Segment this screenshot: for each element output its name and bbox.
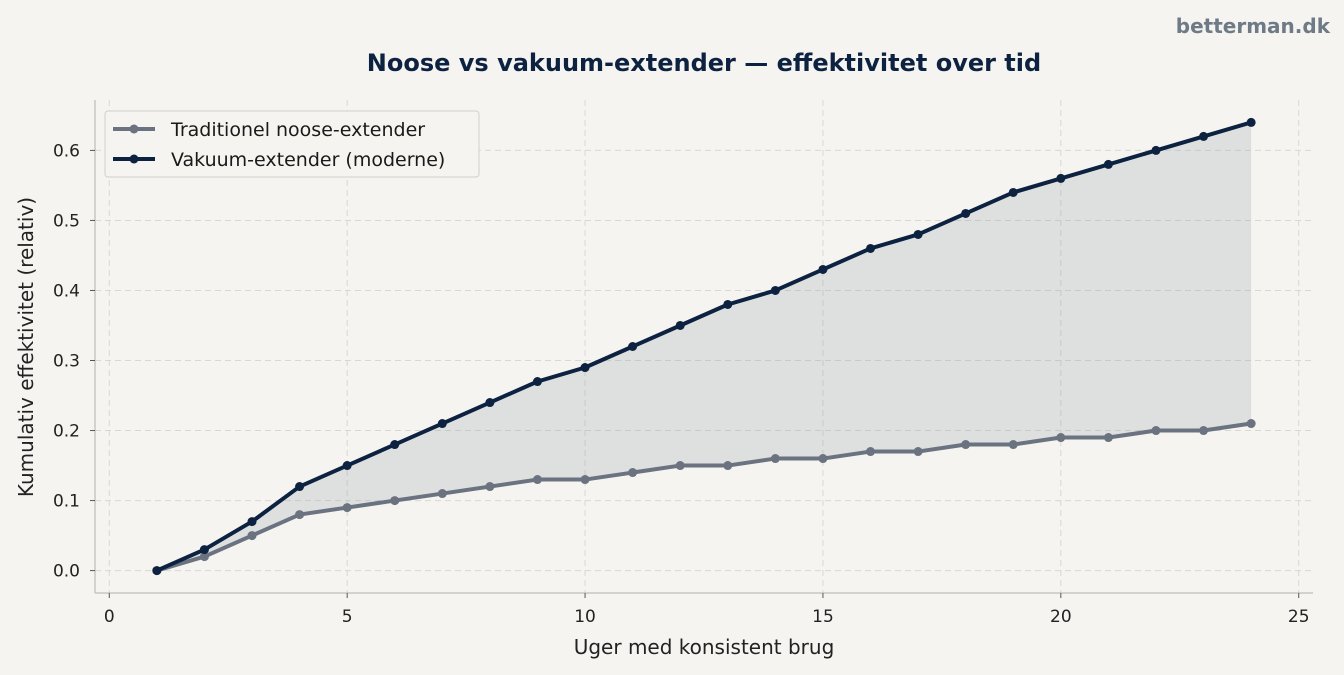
y-axis-ticks: 0.0 0.1 0.2 0.3 0.4 0.5 0.6 [53, 141, 95, 582]
y-tick-label: 0.4 [53, 281, 80, 301]
legend-marker-traditionel [129, 124, 139, 134]
data-point-traditionel [770, 454, 780, 464]
data-point-vakuum [1008, 187, 1018, 197]
series-line-vakuum [154, 120, 1254, 573]
legend-label-traditionel: Traditionel noose-extender [170, 119, 425, 141]
data-point-vakuum [199, 545, 209, 555]
data-point-vakuum [1103, 159, 1113, 169]
data-point-vakuum [1246, 117, 1256, 127]
data-point-traditionel [913, 447, 923, 457]
series-line-traditionel [154, 421, 1254, 573]
data-point-vakuum [342, 461, 352, 471]
data-point-traditionel [1199, 426, 1209, 436]
data-point-traditionel [628, 468, 638, 478]
x-tick-label: 0 [104, 607, 115, 627]
y-axis-label: Kumulativ effektivitet (relativ) [14, 197, 38, 497]
data-point-vakuum [532, 377, 542, 387]
data-point-vakuum [770, 285, 780, 295]
data-point-vakuum [1199, 131, 1209, 141]
y-tick-label: 0.1 [53, 492, 80, 512]
watermark: betterman.dk [1176, 14, 1331, 38]
y-tick-label: 0.3 [53, 352, 80, 372]
data-point-vakuum [485, 398, 495, 408]
data-point-vakuum [390, 440, 400, 450]
y-tick-label: 0.0 [53, 562, 80, 582]
data-point-vakuum [723, 299, 733, 309]
data-point-traditionel [437, 489, 447, 499]
data-point-traditionel [199, 552, 209, 562]
x-tick-label: 20 [1050, 607, 1072, 627]
data-point-vakuum [580, 363, 590, 373]
data-point-vakuum [295, 482, 305, 492]
y-tick-label: 0.6 [53, 141, 80, 161]
legend-box [104, 110, 480, 178]
data-point-traditionel [1151, 426, 1161, 436]
shaded-gap-area [156, 122, 1252, 571]
y-tick-label: 0.2 [53, 422, 80, 442]
data-point-traditionel [390, 496, 400, 506]
x-tick-label: 5 [342, 607, 353, 627]
data-point-vakuum [437, 419, 447, 429]
chart-title: Noose vs vakuum-extender — effektivitet … [367, 49, 1041, 77]
data-point-vakuum [628, 342, 638, 351]
data-point-traditionel [866, 447, 876, 457]
x-tick-label: 10 [574, 607, 596, 627]
data-point-traditionel [1246, 419, 1256, 429]
data-point-traditionel [580, 475, 590, 485]
data-point-traditionel [1103, 433, 1113, 443]
data-point-vakuum [818, 264, 828, 274]
data-point-traditionel [1008, 440, 1018, 450]
legend-marker-vakuum [129, 154, 139, 164]
data-point-vakuum [866, 243, 876, 253]
x-tick-label: 25 [1288, 607, 1310, 627]
legend: Traditionel noose-extender Vakuum-extend… [104, 110, 480, 178]
data-point-traditionel [247, 531, 257, 541]
data-point-vakuum [675, 320, 685, 330]
data-point-vakuum [1056, 173, 1066, 183]
data-point-traditionel [723, 461, 733, 471]
data-point-vakuum [1151, 145, 1161, 155]
data-point-vakuum [247, 517, 257, 527]
data-point-vakuum [961, 208, 971, 218]
data-point-vakuum [913, 229, 923, 239]
legend-label-vakuum: Vakuum-extender (moderne) [171, 149, 445, 171]
data-point-traditionel [532, 475, 542, 485]
x-axis-ticks: 0 5 10 15 20 25 [104, 593, 1310, 627]
x-axis-label: Uger med konsistent brug [574, 635, 835, 659]
data-point-traditionel [675, 461, 685, 471]
series-layer [152, 117, 1256, 576]
data-point-vakuum [152, 566, 162, 576]
data-point-traditionel [1056, 433, 1066, 443]
data-point-traditionel [485, 482, 495, 492]
x-tick-label: 15 [812, 607, 834, 627]
data-point-traditionel [295, 510, 305, 520]
data-point-traditionel [961, 440, 971, 450]
data-point-traditionel [818, 454, 828, 464]
y-tick-label: 0.5 [53, 211, 80, 231]
data-point-traditionel [342, 503, 352, 513]
